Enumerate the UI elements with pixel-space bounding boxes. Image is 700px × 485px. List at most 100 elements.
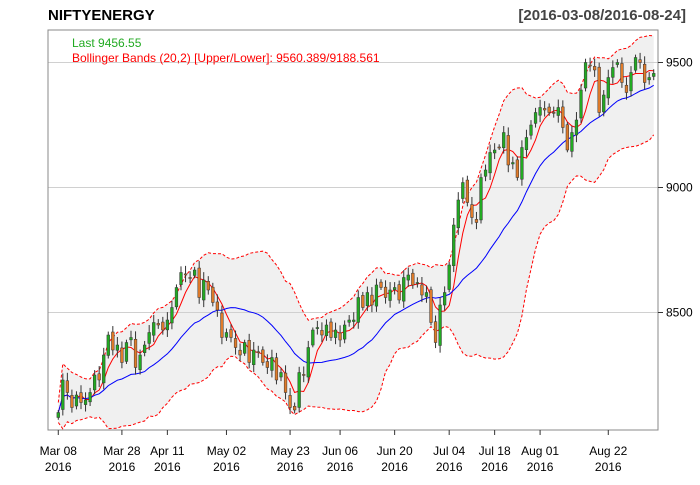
x-tick-year: 2016 [595, 460, 622, 474]
candle-body [261, 349, 265, 363]
candle-body [593, 66, 597, 71]
x-tick-label: Mar 28 [103, 444, 141, 458]
x-tick-label: Jun 06 [322, 444, 358, 458]
x-tick-label: Jul 18 [479, 444, 511, 458]
candle-body [547, 106, 551, 113]
candle-body [120, 347, 124, 363]
candle-body [397, 284, 401, 301]
candle-body [170, 307, 174, 324]
candle-body [615, 62, 619, 65]
candle-body [161, 321, 165, 331]
candle-body [138, 354, 142, 370]
legend-bollinger: Bollinger Bands (20,2) [Upper/Lower]: 95… [72, 51, 380, 65]
candle-body [552, 112, 556, 114]
x-tick-year: 2016 [436, 460, 463, 474]
candle-body [502, 132, 506, 149]
candle-body [474, 219, 479, 223]
candle-body [588, 64, 592, 67]
x-tick-year: 2016 [527, 460, 554, 474]
candle-body [420, 284, 424, 296]
candle-body [306, 347, 310, 378]
candle-body [543, 108, 547, 111]
candle-body [174, 287, 179, 308]
candle-body [383, 286, 388, 298]
candle-body [283, 372, 288, 393]
candle-body [365, 292, 369, 306]
candle-body [402, 277, 406, 302]
candle-body [561, 106, 565, 128]
x-tick-label: Jun 20 [377, 444, 413, 458]
candle-body [411, 272, 415, 286]
candle-body [65, 380, 69, 393]
candle-body [629, 72, 633, 92]
candle-body [79, 392, 83, 403]
candle-body [583, 62, 588, 89]
candle-body [56, 412, 60, 418]
candle-body [220, 312, 224, 338]
candle-body [515, 159, 519, 178]
candle-body [247, 339, 251, 363]
x-tick-year: 2016 [154, 460, 181, 474]
candle-body [315, 327, 319, 329]
candle-body [538, 107, 542, 116]
candle-body [320, 330, 324, 336]
x-tick-year: 2016 [45, 460, 72, 474]
x-tick-year: 2016 [213, 460, 240, 474]
candle-body [224, 332, 229, 338]
candle-body [406, 274, 410, 281]
candle-body [556, 107, 560, 116]
candle-body [652, 73, 656, 77]
candle-body [647, 77, 651, 81]
candle-body [333, 329, 338, 338]
bollinger-upper-line [57, 34, 654, 403]
candle-body [229, 329, 233, 338]
candle-body [106, 334, 110, 356]
x-tick-label: Jul 04 [433, 444, 465, 458]
candle-body [574, 119, 579, 136]
candle-body [115, 344, 119, 351]
candle-body [324, 324, 329, 336]
candle-body [497, 146, 501, 149]
candle-body [456, 199, 460, 229]
candle-body [570, 132, 574, 152]
candle-body [529, 124, 533, 136]
candle-body [579, 89, 583, 119]
candle-body [356, 297, 360, 323]
candle-body [274, 357, 279, 381]
bollinger-band-fill [58, 35, 654, 429]
candle-body [197, 267, 201, 298]
candle-body [611, 67, 615, 78]
candle-body [270, 357, 274, 371]
x-tick-year: 2016 [481, 460, 508, 474]
candle-body [624, 84, 629, 93]
candle-body [483, 169, 488, 177]
x-tick-label: Aug 22 [589, 444, 627, 458]
legend-last: Last 9456.55 [72, 36, 142, 50]
candle-body [238, 349, 242, 356]
candle-body [597, 66, 601, 113]
moving-average-line [57, 84, 654, 413]
candle-body [433, 321, 438, 343]
candle-body [447, 264, 451, 290]
candle-body [393, 287, 397, 290]
candle-body [188, 277, 192, 279]
candle-body [252, 349, 256, 365]
candle-body [88, 392, 92, 403]
candle-body [202, 279, 206, 301]
candle-body [124, 342, 129, 362]
candle-body [370, 294, 374, 306]
candle-body [565, 124, 569, 151]
candle-body [206, 281, 210, 291]
candle-body [133, 339, 138, 368]
x-tick-label: Mar 08 [40, 444, 78, 458]
y-tick-label: 9000 [666, 181, 693, 195]
candle-body [374, 284, 379, 307]
x-tick-year: 2016 [381, 460, 408, 474]
candle-body [183, 273, 188, 276]
candle-body [606, 77, 610, 99]
x-tick-year: 2016 [109, 460, 136, 474]
candle-body [602, 94, 606, 113]
plot-frame [47, 29, 659, 431]
candle-body [329, 321, 333, 338]
